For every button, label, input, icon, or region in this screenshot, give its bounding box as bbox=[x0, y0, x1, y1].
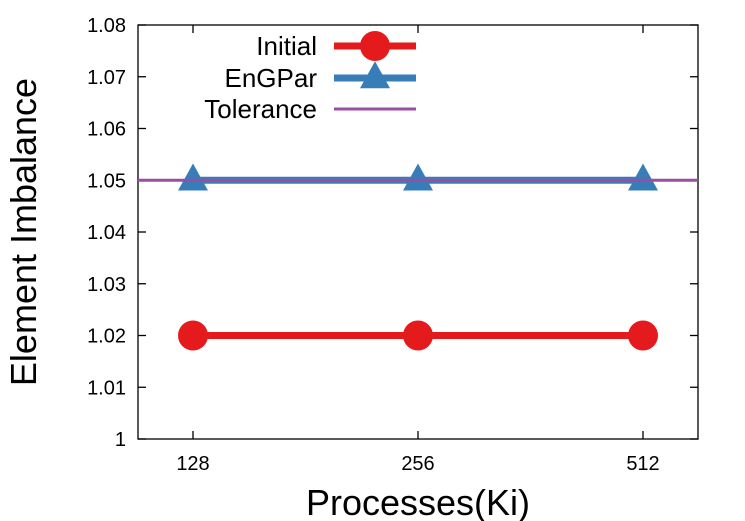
y-axis-ticks: 1 1.01 1.02 1.03 1.04 1.05 1.06 1.07 1.08 bbox=[87, 15, 698, 451]
data-point-engpar bbox=[403, 163, 433, 191]
y-tick-label: 1.07 bbox=[87, 67, 126, 89]
x-tick-label: 128 bbox=[176, 453, 209, 475]
y-axis-label: Element Imbalance bbox=[3, 78, 44, 386]
legend-label-initial: Initial bbox=[256, 31, 317, 61]
plot-frame bbox=[137, 24, 699, 440]
x-tick-label: 256 bbox=[401, 453, 434, 475]
legend-label-engpar: EnGPar bbox=[225, 63, 318, 93]
y-tick-label: 1.04 bbox=[87, 222, 126, 244]
data-point-initial bbox=[403, 320, 433, 351]
data-point-engpar bbox=[628, 163, 658, 191]
x-tick-label: 512 bbox=[626, 453, 659, 475]
data-point-initial bbox=[178, 320, 208, 351]
y-tick-label: 1.05 bbox=[87, 170, 126, 192]
legend-marker-initial bbox=[360, 31, 390, 61]
y-tick-label: 1 bbox=[115, 429, 126, 451]
y-tick-label: 1.06 bbox=[87, 119, 126, 141]
x-axis-ticks: 128 256 512 bbox=[176, 25, 660, 475]
series-layer bbox=[138, 163, 698, 351]
legend-marker-engpar bbox=[360, 61, 390, 89]
x-axis-label: Processes(Ki) bbox=[306, 482, 530, 521]
y-tick-label: 1.02 bbox=[87, 326, 126, 348]
data-point-initial bbox=[628, 320, 658, 351]
y-tick-label: 1.03 bbox=[87, 274, 126, 296]
y-tick-label: 1.01 bbox=[87, 377, 126, 399]
y-tick-label: 1.08 bbox=[87, 15, 126, 37]
legend-label-tolerance: Tolerance bbox=[204, 94, 317, 124]
data-point-engpar bbox=[178, 163, 208, 191]
